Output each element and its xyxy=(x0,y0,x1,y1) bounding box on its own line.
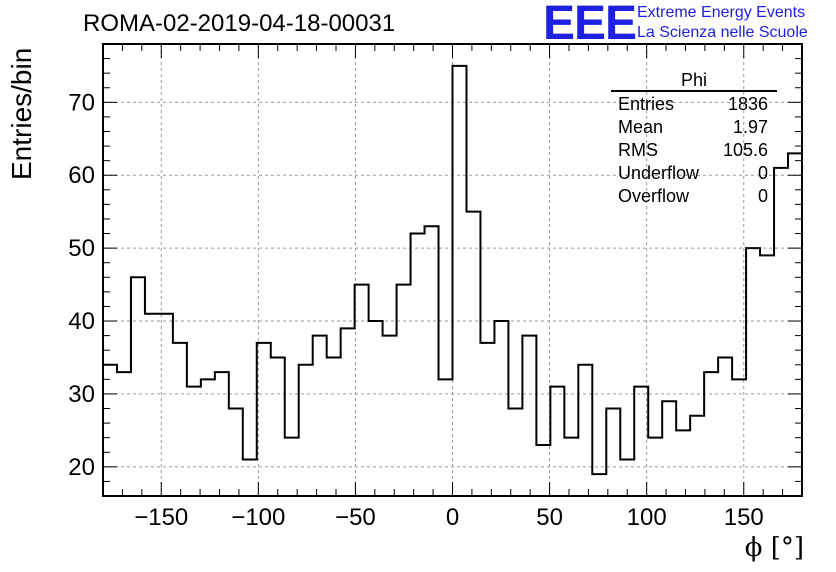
y-tick-label: 40 xyxy=(68,308,95,335)
stats-row-underflow: Underflow 0 xyxy=(611,162,777,185)
x-tick-label: 50 xyxy=(536,504,563,531)
stats-row-entries: Entries 1836 xyxy=(611,93,777,116)
eee-logo: EEE xyxy=(543,0,637,50)
y-tick-label: 70 xyxy=(68,89,95,116)
axes: −150 −100 −50 0 50 100 150 20 30 40 50 60 70 xyxy=(68,43,803,531)
y-axis-label: Entries/bin xyxy=(6,47,37,180)
logo-caption-line2: La Scienza nelle Scuole xyxy=(637,24,808,41)
stats-label: Overflow xyxy=(618,186,690,206)
histogram-series xyxy=(103,64,802,476)
y-tick-label: 60 xyxy=(68,162,95,189)
logo-caption: Extreme Energy Events La Scienza nelle S… xyxy=(637,3,808,43)
stats-box: Phi Entries 1836 Mean 1.97 RMS 105.6 Und… xyxy=(611,70,777,208)
stats-label: Underflow xyxy=(618,163,700,183)
x-tick-label: 150 xyxy=(724,504,764,531)
stats-row-rms: RMS 105.6 xyxy=(611,139,777,162)
chart-title: ROMA-02-2019-04-18-00031 xyxy=(83,10,396,37)
stats-label: Entries xyxy=(618,94,675,114)
stats-value: 105.6 xyxy=(722,140,768,160)
stats-value: 0 xyxy=(757,163,768,183)
stats-row-mean: Mean 1.97 xyxy=(611,116,777,139)
stats-title: Phi xyxy=(611,70,777,92)
y-tick-label: 20 xyxy=(68,454,95,481)
x-tick-label: 0 xyxy=(446,504,459,531)
x-axis-label: ϕ [°] xyxy=(744,533,804,563)
logo-caption-line1: Extreme Energy Events xyxy=(637,4,806,21)
stats-value: 1836 xyxy=(727,94,768,114)
y-tick-label: 50 xyxy=(68,235,95,262)
stats-value: 1.97 xyxy=(732,117,768,137)
stats-row-overflow: Overflow 0 xyxy=(611,185,777,208)
x-tick-label: −50 xyxy=(335,504,376,531)
stats-label: RMS xyxy=(618,140,658,160)
x-tick-label: 100 xyxy=(627,504,667,531)
stats-value: 0 xyxy=(757,186,768,206)
x-tick-label: −100 xyxy=(231,504,285,531)
y-tick-label: 30 xyxy=(68,381,95,408)
stats-label: Mean xyxy=(618,117,664,137)
x-tick-label: −150 xyxy=(134,504,188,531)
